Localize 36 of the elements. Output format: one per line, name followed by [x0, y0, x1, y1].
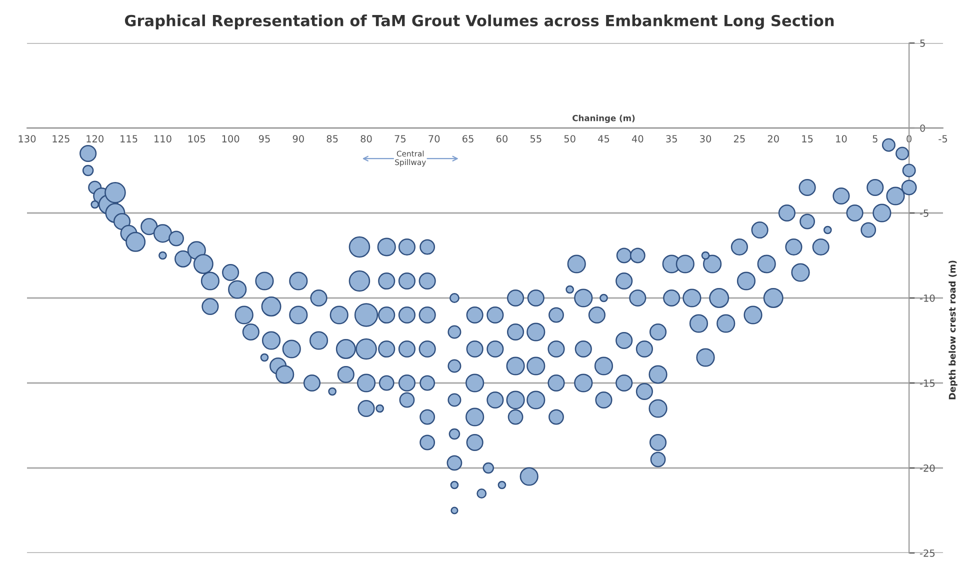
x-tick-label: 5	[872, 135, 878, 142]
x-tick-label: 85	[326, 135, 338, 142]
x-axis-title: Chaninge (m)	[572, 114, 635, 123]
x-tick-label: 95	[258, 135, 270, 142]
x-tick-label: 80	[360, 135, 372, 142]
x-tick-label: 30	[700, 135, 712, 142]
x-tick-label: 50	[564, 135, 576, 142]
y-tick-label: -25	[920, 549, 935, 557]
x-tick-label: 15	[802, 135, 813, 142]
y-tick-label: -10	[920, 294, 935, 302]
x-tick-label: -5	[938, 135, 947, 142]
x-tick-label: 20	[768, 135, 779, 142]
x-tick-label: 25	[734, 135, 745, 142]
x-tick-label: 45	[598, 135, 610, 142]
y-tick-label: 5	[920, 40, 925, 47]
x-tick-label: 100	[222, 135, 240, 142]
y-tick-label: -5	[920, 210, 928, 217]
x-tick-label: 105	[188, 135, 206, 142]
x-tick-label: 120	[86, 135, 104, 142]
x-tick-label: 125	[52, 135, 70, 142]
x-tick-label: 10	[836, 135, 847, 142]
y-axis-title: Depth below crest road (m)	[948, 260, 958, 400]
x-tick-label: 75	[394, 135, 406, 142]
x-tick-label: 35	[666, 135, 677, 142]
x-tick-label: 110	[154, 135, 172, 142]
x-tick-label: 130	[18, 135, 36, 142]
x-tick-label: 65	[462, 135, 474, 142]
x-tick-label: 60	[496, 135, 508, 142]
x-tick-label: 40	[632, 135, 644, 142]
x-tick-label: 55	[530, 135, 542, 142]
x-tick-label: 70	[428, 135, 440, 142]
x-tick-label: 90	[292, 135, 304, 142]
x-tick-label: 115	[120, 135, 138, 142]
y-tick-label: -20	[920, 464, 935, 472]
chart-title: Graphical Representation of TaM Grout Volumes across Embankment Long Section	[124, 14, 834, 30]
y-tick-label: -15	[920, 380, 935, 387]
